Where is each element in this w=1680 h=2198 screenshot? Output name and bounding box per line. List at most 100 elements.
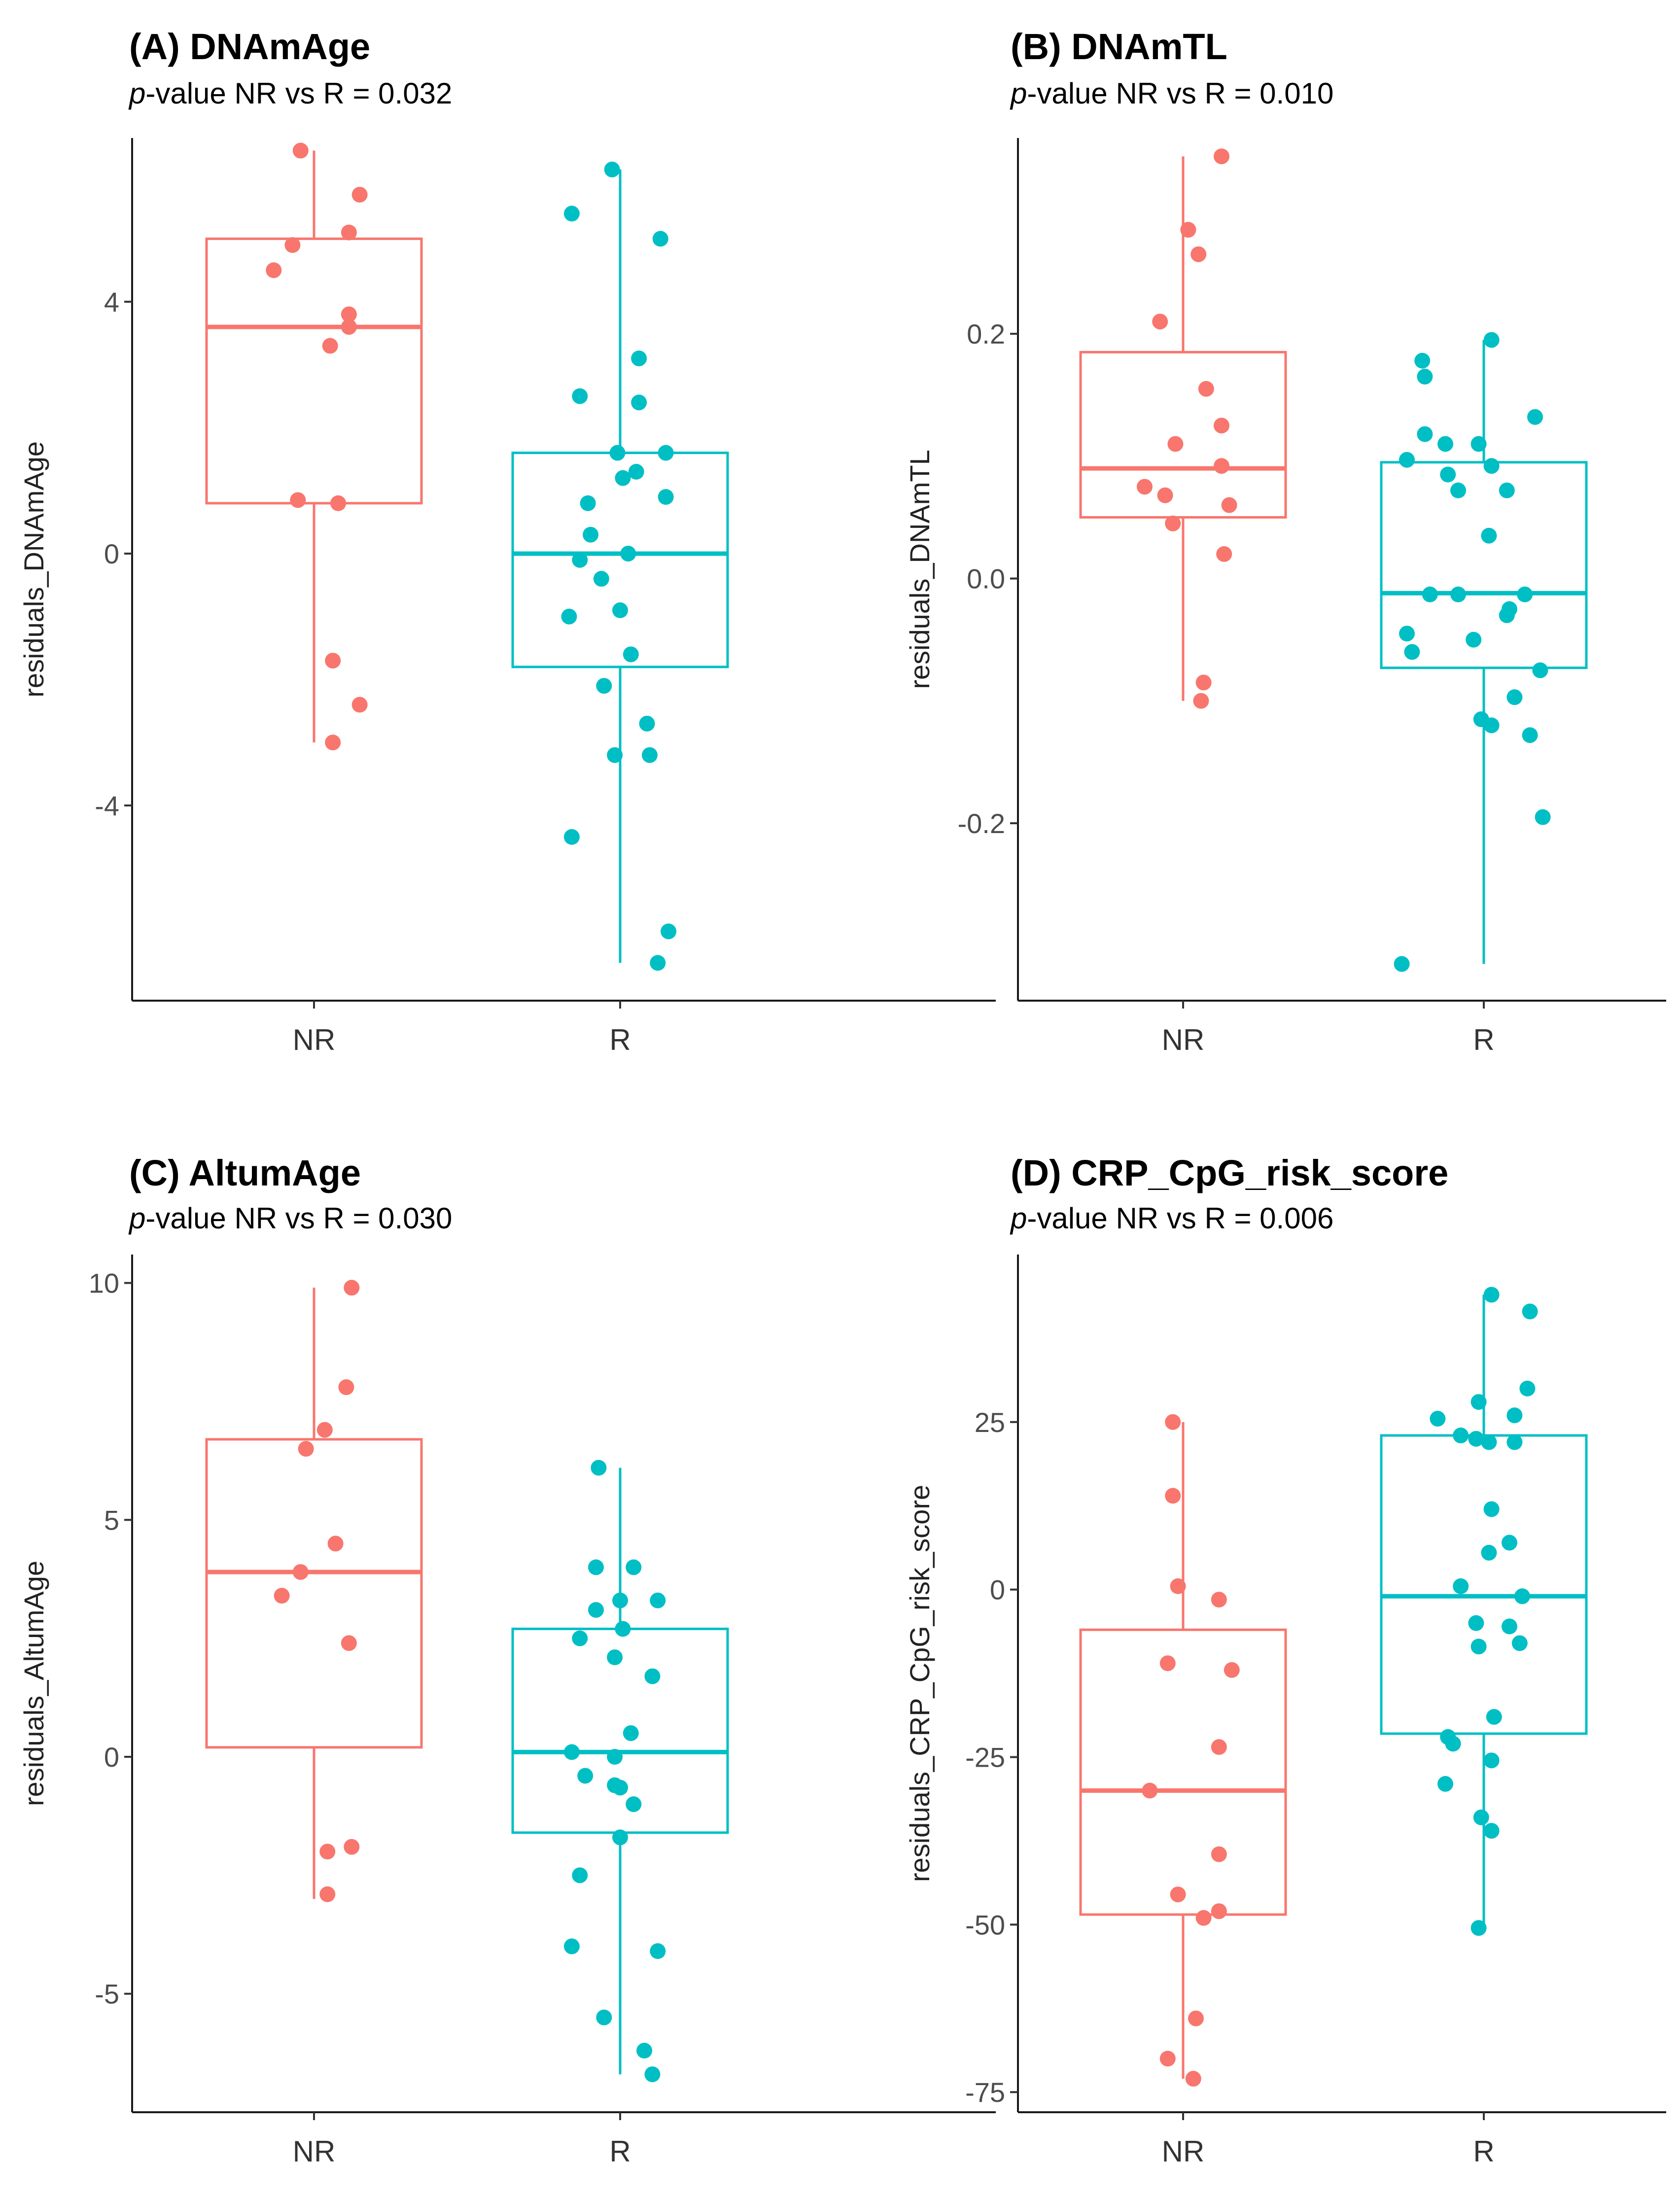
- panel-subtitle: p-value NR vs R = 0.030: [128, 1202, 452, 1235]
- data-point-nr: [341, 1635, 357, 1651]
- data-point-nr: [1170, 1886, 1186, 1903]
- data-point-r: [1522, 727, 1538, 743]
- x-tick-label: NR: [293, 1023, 336, 1056]
- data-point-r: [609, 445, 626, 461]
- data-point-r: [591, 1460, 607, 1476]
- subtitle-p: p: [1010, 1202, 1027, 1235]
- subtitle-p: p: [128, 77, 145, 110]
- panel-subtitle: p-value NR vs R = 0.010: [1010, 77, 1333, 110]
- data-point-r: [572, 1867, 588, 1884]
- y-tick-label: -50: [965, 1909, 1005, 1940]
- y-tick-label: -0.2: [958, 808, 1006, 839]
- data-point-r: [612, 1592, 628, 1608]
- data-point-r: [563, 829, 580, 845]
- data-point-nr: [1165, 1488, 1181, 1504]
- data-point-r: [1486, 1709, 1502, 1725]
- data-point-r: [1517, 586, 1533, 602]
- data-point-r: [1470, 1394, 1487, 1410]
- data-point-nr: [330, 495, 347, 511]
- data-point-nr: [1221, 497, 1237, 513]
- x-tick-label: R: [1473, 1023, 1494, 1056]
- data-point-r: [572, 388, 588, 404]
- data-point-nr: [1214, 458, 1229, 474]
- data-point-r: [607, 1649, 623, 1666]
- data-point-r: [1527, 409, 1543, 425]
- data-point-r: [607, 747, 623, 763]
- data-point-r: [615, 1621, 631, 1637]
- y-axis-label: residuals_DNAmAge: [18, 441, 49, 698]
- data-point-r: [644, 2066, 661, 2083]
- panel-c: (C) AltumAge p-value NR vs R = 0.030 -5 0…: [18, 1152, 996, 2168]
- box-r: [511, 1467, 729, 2075]
- data-point-r: [1483, 717, 1500, 733]
- data-point-r: [1422, 586, 1438, 602]
- data-point-r: [1502, 1535, 1517, 1551]
- data-point-nr: [1214, 418, 1229, 434]
- data-point-nr: [298, 1441, 314, 1457]
- data-point-r: [1437, 436, 1453, 452]
- data-point-r: [636, 2043, 653, 2059]
- data-point-r: [1394, 956, 1410, 972]
- y-tick-label: 0: [990, 1574, 1005, 1605]
- y-axis-label: residuals_CRP_CpG_risk_score: [904, 1485, 935, 1882]
- data-point-r: [596, 678, 612, 694]
- data-point-nr: [1165, 515, 1181, 531]
- data-point-r: [561, 608, 577, 625]
- data-point-nr: [1214, 148, 1229, 165]
- data-point-nr: [1170, 1578, 1186, 1594]
- data-point-r: [612, 1779, 628, 1796]
- data-point-r: [580, 495, 596, 511]
- data-point-nr: [1159, 1655, 1176, 1672]
- data-point-r: [1506, 689, 1523, 705]
- x-tick-label: R: [609, 2135, 630, 2168]
- data-point-nr: [1159, 2051, 1176, 2067]
- x-tick-label: NR: [293, 2135, 336, 2168]
- box-nr: [205, 150, 423, 743]
- data-point-r: [1445, 1736, 1461, 1752]
- panel-subtitle: p-value NR vs R = 0.006: [1010, 1202, 1333, 1235]
- data-point-r: [626, 1559, 642, 1575]
- data-point-r: [1470, 1920, 1487, 1936]
- data-point-nr: [344, 1839, 360, 1855]
- data-point-r: [650, 1943, 666, 1959]
- data-point-r: [596, 2009, 612, 2025]
- data-point-r: [588, 1602, 604, 1618]
- data-point-nr: [344, 1280, 360, 1296]
- data-point-r: [658, 489, 674, 505]
- data-point-r: [1483, 1501, 1500, 1517]
- data-point-nr: [319, 1844, 336, 1860]
- subtitle-text: -value NR vs R = 0.032: [145, 77, 452, 110]
- data-point-r: [1514, 1588, 1530, 1605]
- y-axis-label: residuals_AltumAge: [18, 1561, 49, 1806]
- data-point-nr: [1152, 314, 1168, 330]
- y-tick-label: 5: [104, 1504, 119, 1535]
- data-point-r: [1470, 436, 1487, 452]
- box-r: [1380, 1294, 1588, 1928]
- box-nr: [1079, 156, 1287, 701]
- data-point-r: [1466, 631, 1482, 648]
- data-point-r: [1453, 1578, 1469, 1594]
- data-point-r: [563, 1744, 580, 1760]
- data-point-r: [626, 1796, 642, 1813]
- data-point-nr: [325, 653, 341, 669]
- y-tick-label: -25: [965, 1742, 1005, 1773]
- data-point-nr: [341, 319, 357, 335]
- data-point-r: [1453, 1428, 1469, 1444]
- data-point-r: [1519, 1380, 1536, 1396]
- y-axis-label: residuals_DNAmTL: [904, 450, 935, 689]
- panel-b: (B) DNAmTL p-value NR vs R = 0.010 -0.2 0…: [904, 26, 1666, 1056]
- data-point-r: [572, 552, 588, 568]
- data-point-nr: [274, 1588, 290, 1604]
- subtitle-text: -value NR vs R = 0.030: [145, 1202, 452, 1235]
- data-point-r: [1499, 482, 1515, 498]
- data-point-r: [650, 955, 666, 971]
- data-point-r: [1437, 1776, 1453, 1792]
- data-point-nr: [1180, 222, 1196, 238]
- data-point-r: [1535, 809, 1551, 825]
- data-point-r: [1468, 1615, 1484, 1631]
- data-point-r: [1481, 1544, 1497, 1561]
- data-point-nr: [351, 697, 368, 713]
- data-point-r: [572, 1630, 588, 1646]
- data-point-r: [1414, 352, 1431, 369]
